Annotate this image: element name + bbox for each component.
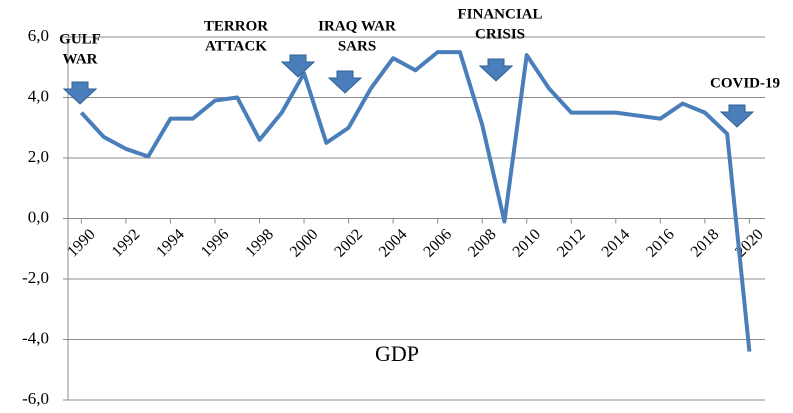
x-tick-label: 1994 [153, 226, 188, 261]
annotation: WAR [62, 51, 97, 67]
y-tick-label: -2,0 [22, 268, 49, 287]
annotation: TERROR [204, 18, 268, 34]
y-tick-label: 4,0 [28, 86, 49, 105]
x-tick-label: 2018 [688, 226, 723, 261]
x-tick-label: 2000 [287, 226, 322, 261]
arrow [719, 104, 755, 128]
y-tick-label: -6,0 [22, 389, 49, 408]
annotation: SARS [338, 38, 376, 54]
x-tick-label: 1998 [242, 226, 277, 261]
x-tick-label: 2002 [331, 226, 366, 261]
annotation: CRISIS [475, 26, 525, 42]
data-line [79, 50, 752, 352]
annotation: IRAQ WAR [318, 18, 396, 34]
x-tick-label: 2008 [465, 226, 500, 261]
x-tick-label: 2014 [599, 226, 634, 261]
x-tick-label: 2010 [510, 226, 545, 261]
x-tick-label: 1990 [64, 226, 99, 261]
x-tick-label: 1996 [198, 226, 233, 261]
arrow [280, 54, 316, 78]
arrow [62, 81, 98, 105]
annotation: FINANCIAL [457, 6, 542, 22]
y-tick-label: 2,0 [28, 147, 49, 166]
annotation: GULF [59, 31, 101, 47]
arrows [62, 54, 755, 128]
annotation: ATTACK [205, 38, 267, 54]
x-tick-label: 2012 [554, 226, 589, 261]
x-tick-label: 1992 [109, 226, 144, 261]
x-tick-label: 2004 [376, 226, 411, 261]
arrow [327, 70, 363, 94]
arrow [478, 58, 514, 82]
x-tick-label: 2016 [643, 226, 678, 261]
y-tick-label: -4,0 [22, 328, 49, 347]
x-tick-label: 2006 [420, 226, 455, 261]
annotation: COVID-19 [710, 75, 780, 91]
series-label: GDP [375, 341, 419, 366]
y-tick-label: 6,0 [28, 26, 49, 45]
y-tick-label: 0,0 [28, 207, 49, 226]
